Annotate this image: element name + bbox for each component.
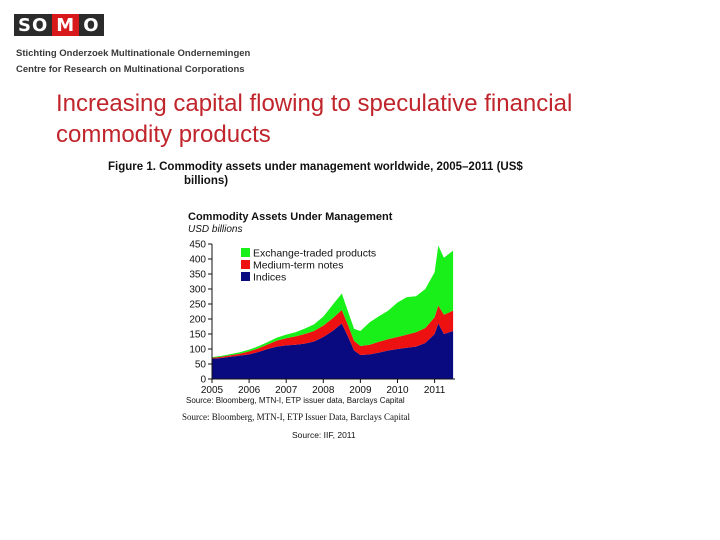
y-tick-label: 450 xyxy=(189,240,206,251)
chart-title: Commodity Assets Under Management xyxy=(188,211,393,223)
figure-caption-line1: Figure 1. Commodity assets under managem… xyxy=(108,161,523,173)
x-tick-label: 2008 xyxy=(312,385,335,396)
logo-part-o: O xyxy=(79,14,104,36)
y-tick-label: 0 xyxy=(200,375,206,386)
area-series-indices xyxy=(212,323,454,379)
legend-swatch xyxy=(241,248,250,257)
chart-source-note: Source: Bloomberg, MTN-I, ETP issuer dat… xyxy=(186,396,405,405)
y-tick-label: 350 xyxy=(189,270,206,281)
y-tick-label: 400 xyxy=(189,255,206,266)
x-tick-label: 2011 xyxy=(424,385,446,396)
logo-part-so: SO xyxy=(14,14,53,36)
figure-caption-line2: billions) xyxy=(184,175,229,187)
legend-label: Indices xyxy=(253,272,286,284)
legend-swatch xyxy=(241,260,250,269)
x-tick-label: 2010 xyxy=(386,385,409,396)
y-tick-label: 100 xyxy=(189,345,206,356)
org-name-dutch: Stichting Onderzoek Multinationale Onder… xyxy=(16,48,251,59)
slide-title: Increasing capital flowing to speculativ… xyxy=(56,90,573,148)
legend-swatch xyxy=(241,272,250,281)
figure-caption: Figure 1. Commodity assets under managem… xyxy=(108,160,548,188)
y-tick-label: 50 xyxy=(195,360,207,371)
area-series-medium-term-notes xyxy=(212,305,454,359)
area-series-exchange-traded-products xyxy=(212,245,454,358)
org-name-english: Centre for Research on Multinational Cor… xyxy=(16,64,245,75)
y-tick-label: 150 xyxy=(189,330,206,341)
source-line-3: Source: IIF, 2011 xyxy=(292,430,356,440)
somo-logo: SO M O xyxy=(14,14,104,36)
y-tick-label: 300 xyxy=(189,285,206,296)
x-tick-label: 2009 xyxy=(349,385,372,396)
chart-y-unit: USD billions xyxy=(188,224,243,235)
source-line-2: Source: Bloomberg, MTN-I, ETP Issuer Dat… xyxy=(182,412,410,422)
y-tick-label: 250 xyxy=(189,300,206,311)
x-tick-label: 2006 xyxy=(238,385,261,396)
legend-label: Exchange-traded products xyxy=(253,248,376,260)
x-tick-label: 2005 xyxy=(201,385,224,396)
x-tick-label: 2007 xyxy=(275,385,298,396)
legend-label: Medium-term notes xyxy=(253,260,343,272)
y-tick-label: 200 xyxy=(189,315,206,326)
logo-part-m: M xyxy=(52,14,80,36)
